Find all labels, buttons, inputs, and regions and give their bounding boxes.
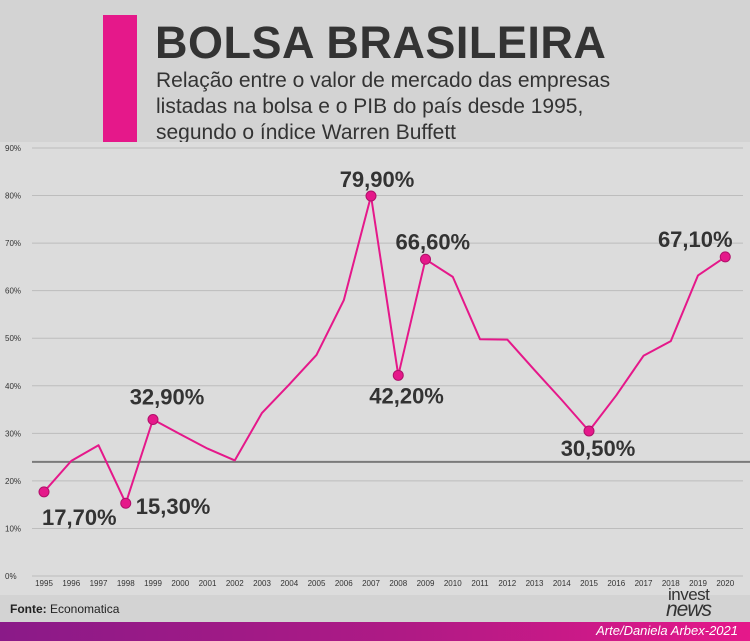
bottom-bar: Arte/Daniela Arbex-2021 <box>0 622 750 641</box>
data-label: 79,90% <box>340 167 415 192</box>
chart-area: 0% 10% 20% 30% 40% 50% 60% 70% 80% 90% 1995 1996 199… <box>0 142 750 595</box>
x-tick-label: 2000 <box>171 579 189 588</box>
x-tick-label: 2016 <box>607 579 625 588</box>
x-tick-label: 2014 <box>553 579 571 588</box>
data-point-marker <box>365 190 377 202</box>
data-label: 66,60% <box>396 229 471 254</box>
data-label: 30,50% <box>561 436 636 461</box>
accent-bar <box>103 15 137 142</box>
investnews-logo: invest news <box>666 586 740 622</box>
source-label: Fonte: <box>10 602 47 616</box>
logo-line1: invest <box>668 585 710 604</box>
y-tick-label: 0% <box>5 572 17 581</box>
x-tick-label: 2004 <box>280 579 298 588</box>
data-label: 17,70% <box>42 505 117 530</box>
y-tick-label: 70% <box>5 239 21 248</box>
x-tick-label: 2020 <box>716 579 734 588</box>
x-tick-label: 2007 <box>362 579 380 588</box>
chart-title: BOLSA BRASILEIRA <box>155 17 607 68</box>
source-note: Fonte: Economatica <box>10 602 119 616</box>
x-tick-label: 2008 <box>389 579 407 588</box>
y-tick-label: 40% <box>5 382 21 391</box>
data-point-marker <box>120 497 132 509</box>
y-tick-label: 30% <box>5 429 21 438</box>
x-tick-label: 2018 <box>662 579 680 588</box>
y-tick-label: 90% <box>5 144 21 153</box>
data-label: 32,90% <box>130 385 205 410</box>
data-label: 42,20% <box>369 383 444 408</box>
y-tick-label: 60% <box>5 287 21 296</box>
x-tick-label: 1996 <box>62 579 80 588</box>
y-tick-label: 10% <box>5 524 21 533</box>
x-tick-label: 1999 <box>144 579 162 588</box>
y-tick-label: 50% <box>5 334 21 343</box>
data-point-marker <box>719 251 731 263</box>
x-tick-label: 1995 <box>35 579 53 588</box>
source-value: Economatica <box>50 602 120 616</box>
header: BOLSA BRASILEIRA Relação entre o valor d… <box>0 0 750 144</box>
logo-line2: news <box>666 598 712 621</box>
data-label: 67,10% <box>658 227 733 252</box>
chart-subtitle: Relação entre o valor de mercado das emp… <box>156 69 611 144</box>
x-tick-label: 1997 <box>90 579 108 588</box>
x-tick-label: 2003 <box>253 579 271 588</box>
x-tick-label: 2002 <box>226 579 244 588</box>
line-chart: 0% 10% 20% 30% 40% 50% 60% 70% 80% 90% 1995 1996 199… <box>5 144 750 588</box>
x-tick-label: 2010 <box>444 579 462 588</box>
credit: Arte/Daniela Arbex-2021 <box>596 623 738 638</box>
data-point-marker <box>420 253 431 265</box>
x-tick-label: 2012 <box>498 579 516 588</box>
data-point-marker <box>392 369 404 381</box>
x-tick-label: 2013 <box>526 579 544 588</box>
x-tick-label: 2017 <box>635 579 653 588</box>
data-point-marker <box>147 414 159 426</box>
data-point-marker <box>38 486 50 498</box>
y-tick-label: 80% <box>5 192 21 201</box>
x-tick-label: 2009 <box>417 579 435 588</box>
x-tick-label: 2015 <box>580 579 598 588</box>
x-tick-label: 2006 <box>335 579 353 588</box>
x-tick-label: 2019 <box>689 579 707 588</box>
data-point-marker <box>583 425 595 437</box>
y-tick-label: 20% <box>5 477 21 486</box>
data-label: 15,30% <box>136 494 211 519</box>
x-tick-label: 2001 <box>199 579 217 588</box>
x-tick-label: 1998 <box>117 579 135 588</box>
x-tick-label: 2005 <box>308 579 326 588</box>
x-tick-label: 2011 <box>471 579 489 588</box>
